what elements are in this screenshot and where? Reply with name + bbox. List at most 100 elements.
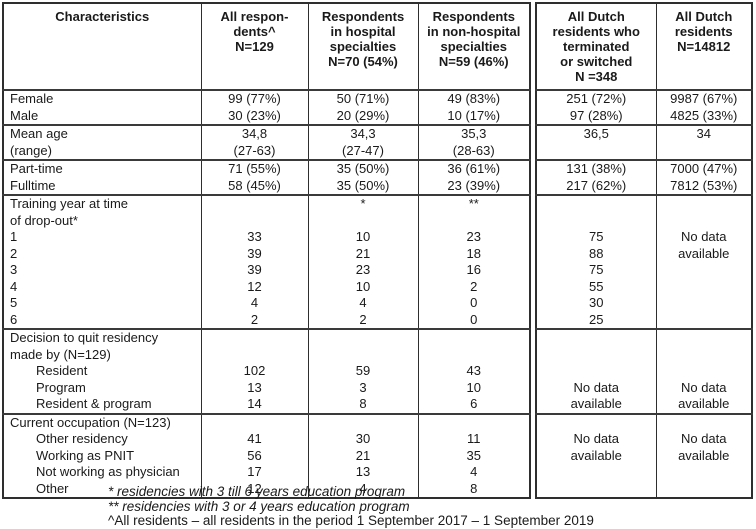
table-row: Resident 102 59 43 [3,363,530,380]
cell: 13 [200,379,308,396]
table-row: Current occupation (N=123) [3,412,530,431]
cell: 14 [200,396,308,414]
table-row: of drop-out* [3,212,530,229]
cell: No data [573,379,620,395]
footnotes: * residencies with 3 till 6 years educat… [108,484,594,529]
table-row: 75 No data [536,229,752,246]
cell [307,328,418,347]
table-row: 3 39 23 16 [3,262,530,279]
table-row: 251 (72%) 9987 (67%) [536,89,752,108]
table-row: 75 [536,262,752,279]
cell: 102 [200,363,308,380]
table-row: Female 99 (77%) 50 (71%) 49 (83%) [3,89,530,108]
row-label: 3 [10,262,18,277]
header-line: N=59 (46%) [438,54,509,69]
table-row [536,464,752,481]
respondents-table: Characteristics All respon-dents^ N=129 Res… [2,2,531,499]
cell: 7000 (47%) [655,159,752,178]
cell [536,347,656,364]
cell: (27-47) [307,142,418,160]
table-row: Training year at time * ** [3,194,530,213]
cell: available [655,447,752,464]
respondents-table-header-row: Characteristics All respon-dents^ N=129 Res… [3,3,530,91]
cell: 75 [589,229,604,244]
table-row: 36,5 34 [536,124,752,143]
cell: 0 [417,295,530,312]
cell: 30 (23%) [200,107,308,125]
cell: No data [573,431,620,446]
cell: 10 [307,229,418,246]
table-row: Fulltime 58 (45%) 35 (50%) 23 (39%) [3,177,530,195]
cell [655,262,752,279]
cell: 17 [200,464,308,481]
row-label: Training year at time [3,194,201,213]
cell: 4 [307,295,418,312]
header-line: residents who [552,24,640,39]
header-line: specialties [440,39,508,54]
cell [655,328,752,347]
cell: 12 [200,278,308,295]
header-line: in hospital [330,24,396,39]
table-row: Male 30 (23%) 20 (29%) 10 (17%) [3,107,530,125]
cell [417,412,530,431]
table-row: 4 12 10 2 [3,278,530,295]
cell [307,412,418,431]
dutch-residents-col-header: All Dutch residents N=14812 [655,3,752,91]
table-row [536,194,752,213]
dutch-residents-table-header-row: All Dutch residents who terminated or switc… [536,3,752,91]
table-row: 217 (62%) 7812 (53%) [536,177,752,195]
cell [536,328,656,347]
cell [655,142,752,160]
header-line: All Dutch [567,9,625,24]
cell [200,194,308,213]
cell: 8 [307,396,418,414]
cell: available [655,396,752,414]
cell: 23 [417,229,530,246]
table-row [536,412,752,431]
table-row [536,480,752,498]
header-line: Characteristics [55,9,150,24]
row-label: 6 [10,311,18,327]
cell: 7812 (53%) [655,177,752,195]
cell: 10 [307,278,418,295]
header-line: terminated [563,39,630,54]
row-label: Other [36,480,69,496]
cell [200,328,308,347]
table-row: available available [536,396,752,414]
row-label: 1 [10,229,18,244]
header-line: All respon- [220,9,289,24]
table-row: 30 [536,295,752,312]
row-label: Resident [36,363,88,378]
cell: 35 (50%) [307,177,418,195]
table-row: made by (N=129) [3,346,530,363]
cell: 131 (38%) [536,159,656,178]
cell: 39 [200,262,308,279]
cell [655,346,752,363]
cell [536,464,656,481]
cell: 11 [417,431,530,448]
footnote: ** residencies with 3 or 4 years educati… [108,498,410,514]
cell [655,480,752,498]
cell: 88 [589,245,604,261]
cell: 75 [589,262,604,277]
cell: * [307,194,418,213]
table-row [536,212,752,229]
cell: 35 [417,447,530,464]
header-line: Respondents [432,9,515,24]
table-row: Program 13 3 10 [3,379,530,396]
respondents-col-header: All respon-dents^ N=129 [200,3,308,91]
row-label: Other residency [36,431,128,446]
cell: 4 [307,480,418,498]
header-line: Respondents [321,9,405,24]
table-row: Other residency 41 30 11 [3,431,530,448]
cell: 12 [200,480,308,498]
cell [536,363,656,380]
cell: No data [655,379,752,396]
cell [655,194,752,213]
cell [655,278,752,295]
header-line: N=14812 [677,39,731,54]
footnote: * residencies with 3 till 6 years educat… [108,484,406,499]
cell: 30 [589,295,604,310]
cell: 50 (71%) [307,89,418,108]
